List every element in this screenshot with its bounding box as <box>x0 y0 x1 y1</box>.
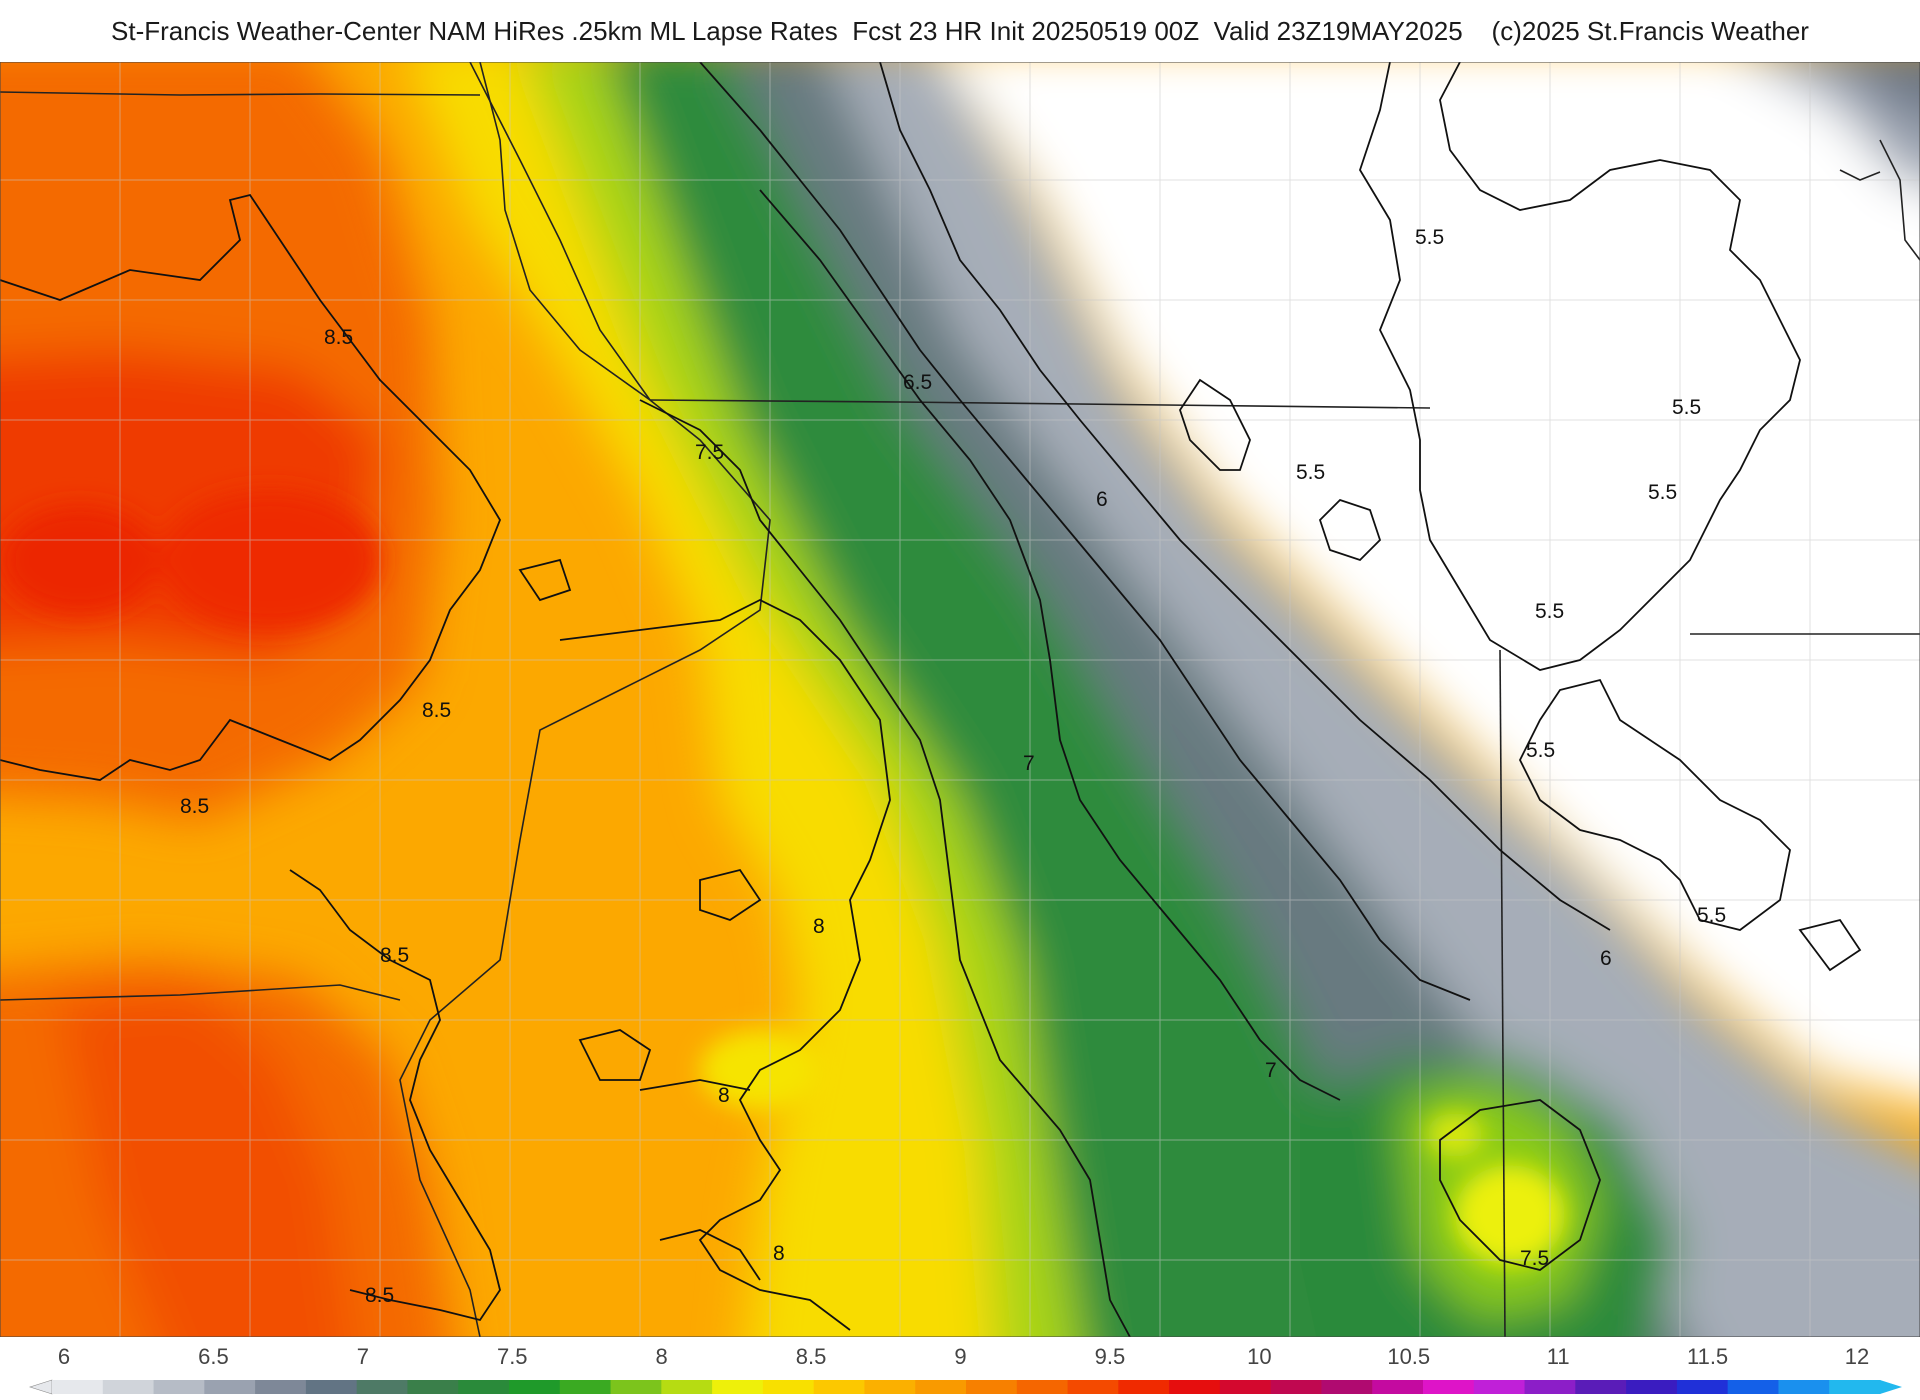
colorbar-swatch <box>153 1380 205 1394</box>
colorbar-swatch <box>1727 1380 1779 1394</box>
contour-label: 8.5 <box>422 699 451 722</box>
contour-label: 5.5 <box>1648 481 1677 504</box>
colorbar-tick-label: 7 <box>357 1344 369 1369</box>
contour-label: 8.5 <box>365 1284 394 1307</box>
colorbar-tick-label: 11.5 <box>1687 1344 1728 1369</box>
colorbar-swatch <box>102 1380 155 1394</box>
colorbar-tick-label: 8.5 <box>796 1344 827 1369</box>
colorbar-swatch <box>1626 1380 1678 1394</box>
colorbar-tick-label: 6 <box>58 1344 70 1369</box>
contour-label: 8 <box>813 915 825 938</box>
colorbar-swatch <box>1829 1380 1881 1394</box>
contour-label: 5.5 <box>1415 226 1444 249</box>
colorbar-tick-label: 8 <box>656 1344 668 1369</box>
colorbar-swatch <box>762 1380 815 1394</box>
colorbar-swatch <box>407 1380 459 1394</box>
county-lines <box>0 62 1920 1337</box>
contour-label: 6 <box>1600 947 1612 970</box>
contour-label: 5.5 <box>1672 396 1701 419</box>
contour-label: 7.5 <box>1520 1247 1549 1270</box>
colorbar-swatch <box>966 1380 1018 1394</box>
contour-label: 7.5 <box>695 441 724 464</box>
colorbar-swatch <box>813 1380 865 1394</box>
colorbar-swatch <box>1575 1380 1627 1394</box>
colorbar-swatch <box>559 1380 612 1394</box>
colorbar-swatch <box>1219 1380 1272 1394</box>
colorbar-swatch <box>1067 1380 1119 1394</box>
contour-label: 8.5 <box>180 795 209 818</box>
colorbar-tick-label: 10.5 <box>1387 1344 1430 1369</box>
map-title: St-Francis Weather-Center NAM HiRes .25k… <box>111 15 1809 46</box>
contour-label: 8 <box>773 1242 785 1265</box>
lapse-rate-map: 8.5 8.5 8.5 8.5 8.5 8 8 8 7.5 7.5 7 7 6.… <box>0 62 1920 1337</box>
contour-label: 8.5 <box>380 944 409 967</box>
colorbar-swatch <box>864 1380 916 1394</box>
contour-label: 6.5 <box>903 371 932 394</box>
contour-label: 7 <box>1265 1059 1277 1082</box>
colorbar-swatch <box>458 1380 510 1394</box>
colorbar-swatch <box>1321 1380 1373 1394</box>
colorbar-arrow-left <box>29 1379 53 1395</box>
state-borders <box>0 62 1920 1337</box>
contour-label: 5.5 <box>1296 461 1325 484</box>
colorbar: 6 6.5 7 7.5 8 8.5 9 9.5 10 10.5 11 11.5 12 <box>29 1344 1902 1395</box>
colorbar-swatch <box>712 1380 764 1394</box>
colorbar-swatch <box>255 1380 307 1394</box>
colorbar-swatch <box>305 1380 358 1394</box>
contour-labels: 8.5 8.5 8.5 8.5 8.5 8 8 8 7.5 7.5 7 7 6.… <box>180 226 1726 1307</box>
colorbar-swatch <box>1524 1380 1576 1394</box>
colorbar-tick-label: 9 <box>954 1344 966 1369</box>
colorbar-swatch <box>610 1380 662 1394</box>
contour-label: 7 <box>1023 752 1035 775</box>
contour-label: 8.5 <box>324 326 353 349</box>
contour-lines <box>0 62 1862 1337</box>
colorbar-swatch <box>661 1380 713 1394</box>
colorbar-swatch <box>915 1380 967 1394</box>
colorbar-tick-label: 9.5 <box>1095 1344 1126 1369</box>
colorbar-swatch <box>1778 1380 1830 1394</box>
colorbar-tick-label: 7.5 <box>497 1344 528 1369</box>
colorbar-arrow-right <box>1880 1380 1902 1394</box>
colorbar-swatch <box>1270 1380 1322 1394</box>
colorbar-swatch <box>1016 1380 1069 1394</box>
colorbar-swatch <box>1423 1380 1475 1394</box>
colorbar-tick-label: 6.5 <box>198 1344 229 1369</box>
colorbar-swatch <box>204 1380 256 1394</box>
colorbar-tick-label: 10 <box>1247 1344 1271 1369</box>
contour-label: 8 <box>718 1084 730 1107</box>
colorbar-swatch <box>509 1380 561 1394</box>
colorbar-tick-label: 11 <box>1547 1344 1570 1369</box>
contour-label: 5.5 <box>1697 904 1726 927</box>
colorbar-swatch <box>1372 1380 1424 1394</box>
colorbar-swatch <box>1169 1380 1221 1394</box>
colorbar-swatch <box>52 1380 104 1394</box>
colorbar-swatch <box>1676 1380 1729 1394</box>
contour-label: 5.5 <box>1526 739 1555 762</box>
contour-label: 6 <box>1096 488 1108 511</box>
colorbar-swatch <box>1473 1380 1526 1394</box>
shaded-detail <box>0 490 1565 1265</box>
colorbar-swatches <box>29 1379 1902 1395</box>
contour-label: 5.5 <box>1535 600 1564 623</box>
colorbar-tick-label: 12 <box>1845 1344 1869 1369</box>
colorbar-swatch <box>1118 1380 1170 1394</box>
colorbar-swatch <box>356 1380 408 1394</box>
colorbar-ticks: 6 6.5 7 7.5 8 8.5 9 9.5 10 10.5 11 11.5 12 <box>58 1344 1869 1369</box>
